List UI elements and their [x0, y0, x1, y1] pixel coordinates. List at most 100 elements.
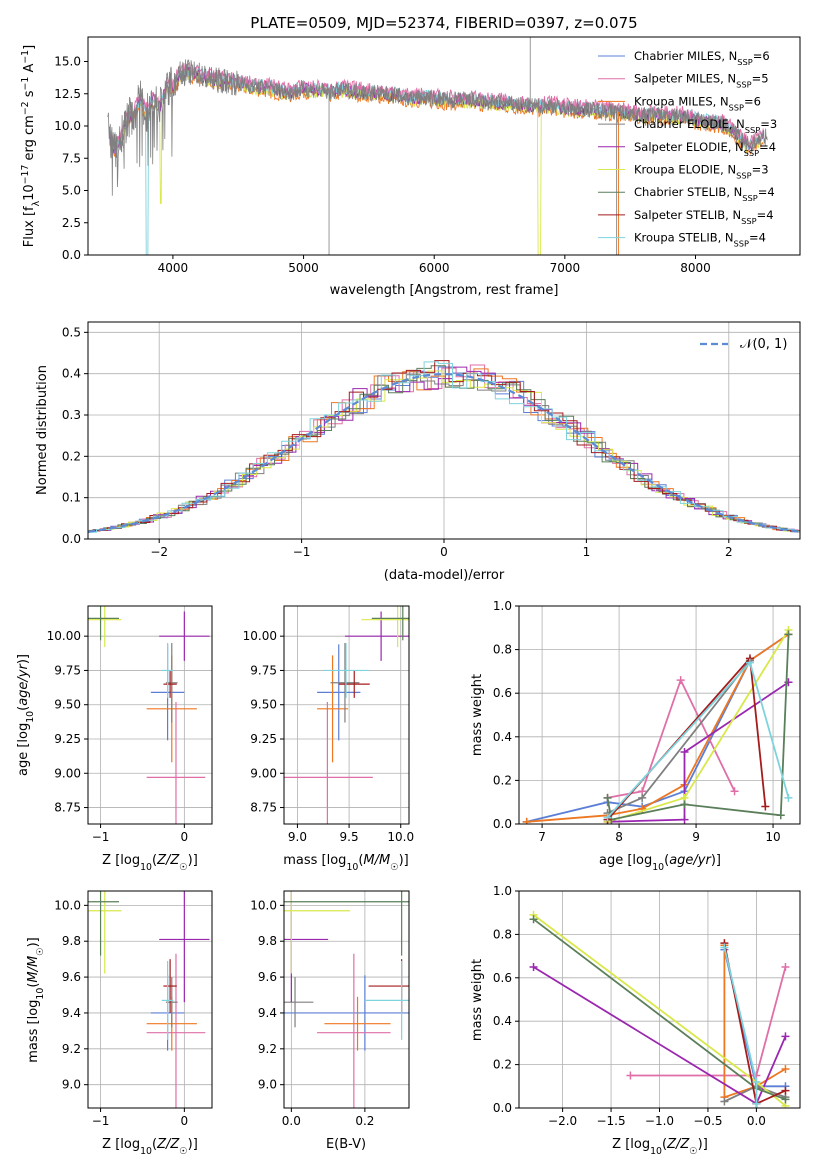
weight-point-marker — [680, 800, 689, 809]
y-tick-label: 0.0 — [493, 1101, 512, 1115]
weight-point-marker — [680, 815, 689, 824]
y-axis-label: mass weight — [470, 959, 485, 1041]
legend-entry: Kroupa STELIB, NSSP=4 — [634, 231, 766, 249]
x-tick-label: 4000 — [158, 261, 189, 275]
residual-histogram — [88, 365, 800, 533]
weight-point-marker — [784, 793, 793, 802]
label-part: 10 — [140, 862, 152, 873]
y-tick-label: 9.8 — [62, 934, 81, 948]
y-tick-label: 9.25 — [54, 732, 81, 746]
x-axis-label: Z [log10(Z/Z☉)] — [102, 1137, 198, 1157]
label-part: Z/Z — [666, 1137, 690, 1152]
legend-entry: Salpeter MILES, NSSP=5 — [634, 72, 769, 90]
label-part: age [log — [599, 853, 652, 868]
weight-point-marker — [752, 1099, 761, 1108]
y-tick-label: 10.0 — [54, 898, 81, 912]
y-tick-label: 0.3 — [62, 408, 81, 422]
weight-point-marker — [784, 630, 793, 639]
y-tick-label: 9.0 — [258, 1078, 277, 1092]
y-tick-label: 9.4 — [258, 1006, 277, 1020]
label-part: Salpeter ELODIE, N — [634, 140, 744, 154]
label-part: =4 — [749, 231, 766, 245]
legend-entry: Salpeter ELODIE, NSSP=4 — [634, 140, 776, 158]
weight-point-marker — [676, 676, 685, 685]
label-part: ☉ — [390, 862, 398, 873]
y-tick-label: 9.6 — [62, 970, 81, 984]
weight-point-marker — [776, 811, 785, 820]
residuals-axes: −2 −1 0 1 2 0.0 0.1 0.2 0.3 0.4 0.5 𝒩(0, 1) — [62, 321, 801, 559]
y-tick-label: 10.0 — [54, 119, 81, 133]
x-tick-label: −2 — [150, 545, 168, 559]
label-part: 10 — [22, 184, 37, 201]
legend-entry: Kroupa ELODIE, NSSP=3 — [634, 163, 769, 181]
label-part: ( — [152, 1137, 157, 1152]
y-tick-label: 12.5 — [54, 87, 81, 101]
weight-series-line — [723, 945, 786, 1099]
label-part: M/M — [26, 956, 41, 983]
mass_vs_Z-frame — [87, 890, 213, 1109]
label-part: )] — [16, 654, 31, 664]
y-tick-label: 10.0 — [250, 898, 277, 912]
x-tick-label: 9 — [692, 830, 700, 844]
label-part: )] — [26, 937, 41, 947]
y-axis-label: Normed distribution — [35, 365, 50, 495]
x-tick-label: 10 — [765, 830, 780, 844]
label-part: 10 — [140, 1146, 152, 1157]
x-tick-label: 0 — [440, 545, 448, 559]
label-part: SSP — [742, 193, 757, 203]
x-tick-label: 6000 — [419, 261, 450, 275]
weight-series-line — [526, 633, 790, 823]
label-part: Kroupa ELODIE, N — [634, 163, 736, 177]
y-tick-label: 10.00 — [243, 629, 277, 643]
label-part: SSP — [745, 125, 760, 135]
x-tick-label: 7000 — [550, 261, 581, 275]
y-tick-label: 0.2 — [493, 773, 512, 787]
x-tick-label: 0 — [181, 1114, 189, 1128]
label-part: 10 — [346, 862, 358, 873]
y-tick-label: 9.0 — [62, 1078, 81, 1092]
x-axis-label: age [log10(age/yr)] — [599, 853, 721, 873]
x-axis-label: Z [log10(Z/Z☉)] — [612, 1137, 708, 1157]
y-tick-label: 0.6 — [493, 971, 512, 985]
label-part: λ — [31, 200, 42, 206]
label-part: ( — [16, 706, 31, 711]
label-part: ( — [358, 853, 363, 868]
x-tick-label: −0.5 — [693, 1114, 722, 1128]
label-part: Salpeter STELIB, N — [634, 208, 741, 222]
label-part: =5 — [752, 72, 769, 86]
age_vs_mass-frame — [283, 605, 410, 825]
label-part: ( — [664, 853, 669, 868]
normal-curve — [88, 372, 800, 533]
age_vs_Z-frame — [87, 605, 213, 825]
y-tick-label: 0.2 — [493, 1058, 512, 1072]
x-tick-label: 0.0 — [282, 1114, 301, 1128]
weight-point-marker — [720, 1097, 729, 1106]
label-part: =6 — [753, 49, 770, 63]
weight_vs_age-axes: 7 8 9 10 0.0 0.2 0.4 0.6 0.8 1.0 — [493, 599, 801, 844]
label-part: SSP — [729, 102, 744, 112]
weight-point-marker — [529, 962, 538, 971]
y-tick-label: 9.75 — [54, 663, 81, 677]
legend-entry: Chabrier MILES, NSSP=6 — [634, 49, 770, 67]
label-part: SSP — [734, 239, 749, 249]
label-part: age [log — [16, 723, 31, 776]
y-tick-label: 9.2 — [258, 1042, 277, 1056]
label-part: Flux [f — [22, 206, 37, 247]
y-tick-label: 1.0 — [493, 884, 512, 898]
weight-point-marker — [680, 748, 689, 757]
x-tick-label: 10.0 — [387, 830, 414, 844]
y-tick-label: 9.00 — [54, 766, 81, 780]
label-part: Z [log — [102, 853, 140, 868]
weight-series-line — [607, 681, 790, 823]
label-part: mass [log — [26, 1000, 41, 1063]
label-part: Kroupa STELIB, N — [634, 231, 734, 245]
label-part: Kroupa MILES, N — [634, 94, 729, 108]
y-tick-label: 0.0 — [493, 817, 512, 831]
mass_vs_ebv-axes: 0.0 0.2 9.0 9.2 9.4 9.6 9.8 10.0 — [250, 890, 410, 1128]
y-tick-label: 10.00 — [47, 629, 81, 643]
label-part: Salpeter MILES, N — [634, 72, 736, 86]
x-tick-label: −1 — [293, 545, 311, 559]
y-tick-label: 9.00 — [250, 766, 277, 780]
x-axis-label: Z [log10(Z/Z☉)] — [102, 853, 198, 873]
label-part: 10 — [25, 711, 36, 723]
